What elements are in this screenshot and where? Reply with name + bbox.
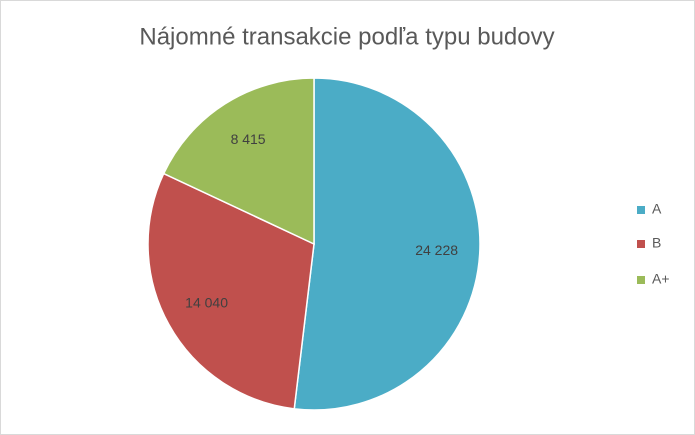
legend-label: B — [652, 235, 661, 251]
pie-slice — [293, 77, 481, 411]
data-label: 24 228 — [415, 242, 458, 258]
data-label: 8 415 — [231, 131, 266, 147]
legend-swatch — [637, 276, 645, 284]
legend-swatch — [637, 206, 645, 214]
pie-slice — [147, 172, 315, 410]
pie-slice — [162, 77, 315, 246]
legend-label: A — [652, 201, 662, 217]
chart-title: Nájomné transakcie podľa typu budovy — [139, 23, 554, 50]
legend-label: A+ — [652, 271, 670, 287]
legend-swatch — [637, 240, 645, 248]
data-label: 14 040 — [185, 294, 228, 310]
